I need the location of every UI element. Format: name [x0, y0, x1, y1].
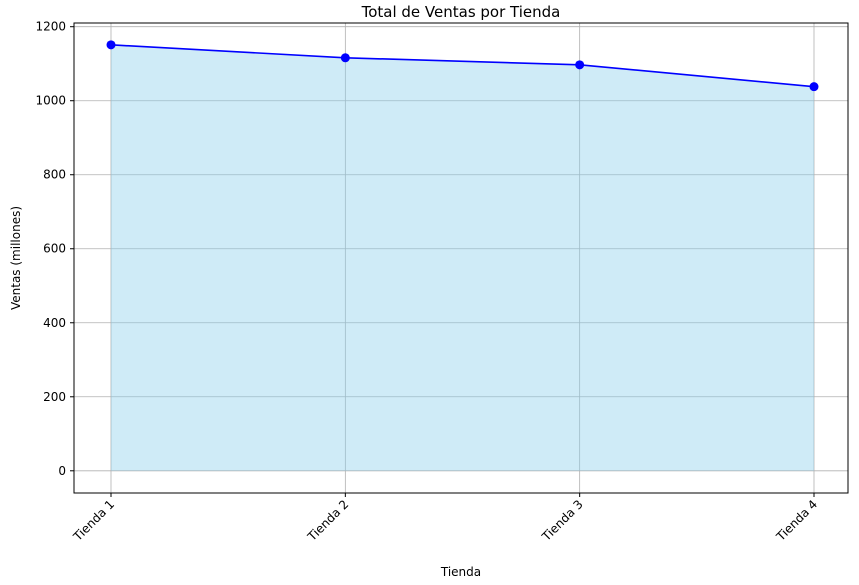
y-tick-label: 200 [43, 390, 66, 404]
x-tick-label: Tienda 2 [304, 497, 351, 544]
data-point [340, 53, 350, 63]
axes-frame [73, 22, 849, 494]
y-tick-label: 800 [43, 168, 66, 182]
x-tick-label: Tienda 3 [539, 497, 586, 544]
series-line [110, 44, 815, 88]
area-layer [111, 44, 814, 471]
y-tick-label: 0 [58, 464, 66, 478]
y-tick-label: 1000 [35, 94, 66, 108]
x-tick-label: Tienda 4 [773, 497, 820, 544]
line-layer [110, 44, 815, 88]
y-tick-label: 400 [43, 316, 66, 330]
data-point [575, 60, 585, 70]
y-ticks: 0 200 400 600 800 1000 1200 [35, 20, 74, 478]
y-tick-label: 1200 [35, 20, 66, 34]
chart-title: Total de Ventas por Tienda [361, 3, 561, 21]
y-axis-label: Ventas (millones) [9, 206, 23, 310]
marker-layer [106, 40, 819, 92]
x-tick-label: Tienda 1 [70, 497, 117, 544]
grid [74, 23, 848, 493]
x-ticks: Tienda 1 Tienda 2 Tienda 3 Tienda 4 [70, 493, 820, 544]
x-axis-label: Tienda [440, 565, 481, 579]
y-tick-label: 600 [43, 242, 66, 256]
data-point [809, 82, 819, 92]
area-fill [111, 44, 814, 471]
data-point [106, 40, 116, 50]
